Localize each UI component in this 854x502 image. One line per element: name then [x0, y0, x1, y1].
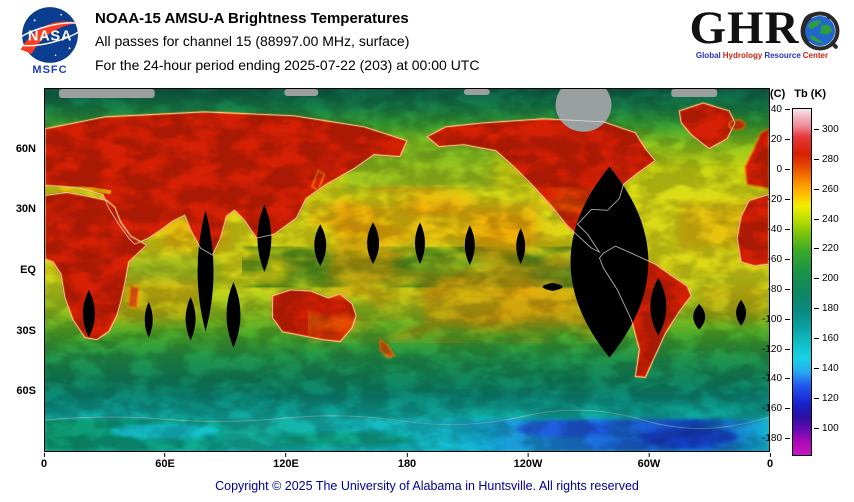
- lon-label: 0: [41, 453, 47, 470]
- colorbar-kelvin-tick: 160: [814, 333, 839, 345]
- brightness-temperature-map: [45, 89, 769, 451]
- satellite-data-gap: [414, 222, 425, 265]
- colorbar-celsius-tick: 0: [744, 164, 790, 176]
- map-frame: [44, 88, 770, 452]
- colorbar-kelvin-tick: 140: [814, 363, 839, 375]
- colorbar-celsius-tick: -180: [744, 433, 790, 445]
- nasa-meatball-icon: NASA: [16, 7, 84, 63]
- colorbar-celsius-tick: -160: [744, 403, 790, 415]
- colorbar-celsius-tick: -140: [744, 373, 790, 385]
- ghrc-globe-icon: [800, 11, 840, 51]
- satellite-data-gap: [516, 228, 526, 265]
- colorbar-celsius-tick: -40: [744, 224, 790, 236]
- colorbar-celsius-tick: -80: [744, 284, 790, 296]
- noise-texture: [45, 89, 769, 451]
- colorbar-kelvin-tick: 200: [814, 273, 839, 285]
- satellite-data-gap: [464, 225, 475, 266]
- ghrc-subtitle-word: Resource: [764, 51, 801, 60]
- colorbar-kelvin-tick: 220: [814, 243, 839, 255]
- satellite-data-gap: [542, 282, 563, 291]
- lat-label: 60N: [15, 142, 36, 155]
- colorbar-gradient: [792, 108, 812, 456]
- colorbar-celsius-tick: 40: [744, 104, 790, 116]
- colorbar-celsius-scale: 40 20 0 -20 -40 -60 -80 -100 -120 -140 -160 -180: [744, 104, 790, 456]
- satellite-data-gap: [314, 224, 327, 267]
- ghrc-subtitle-word: Global: [695, 51, 721, 60]
- nasa-logo: NASA MSFC: [11, 5, 89, 76]
- copyright: Copyright © 2025 The University of Alaba…: [215, 479, 639, 493]
- satellite-data-gap: [367, 222, 380, 265]
- colorbar-kelvin-scale: 300 280 260 240 220 200 180 160 140 120 100: [814, 108, 854, 456]
- lat-label: EQ: [20, 264, 36, 276]
- colorbar-kelvin-tick: 280: [814, 154, 839, 166]
- lon-axis: 0 60E 120E 180 120W 60W 0: [41, 453, 773, 471]
- colorbar-kelvin-tick: 180: [814, 303, 839, 315]
- colorbar-kelvin-tick: 300: [814, 124, 839, 136]
- colorbar-title: (C) Tb (K): [770, 88, 854, 100]
- colorbar-celsius-tick: 20: [744, 134, 790, 146]
- lon-label: 0: [767, 453, 773, 470]
- satellite-data-gap: [197, 210, 214, 332]
- satellite-data-gap: [570, 166, 649, 358]
- colorbar-kelvin-tick: 120: [814, 393, 839, 405]
- period-subtitle: For the 24-hour period ending 2025-07-22…: [95, 57, 480, 73]
- lon-label: 180: [398, 453, 416, 470]
- satellite-data-gap: [650, 277, 667, 336]
- lon-label: 120E: [273, 453, 299, 470]
- ghrc-subtitle: Global Hydrology Resource Center: [676, 51, 848, 60]
- ghrc-subtitle-word: Center: [802, 51, 829, 60]
- lat-axis: 60N 30N EQ 30S 60S: [0, 88, 40, 452]
- page-title: NOAA-15 AMSU-A Brightness Temperatures: [95, 10, 409, 27]
- lat-label: 30S: [16, 324, 36, 337]
- colorbar-celsius-tick: -20: [744, 194, 790, 206]
- lat-label: 60S: [16, 385, 36, 398]
- msfc-label: MSFC: [32, 64, 68, 76]
- data-gaps-layer: [82, 166, 747, 358]
- colorbar-celsius-tick: -60: [744, 254, 790, 266]
- lon-label: 120W: [514, 453, 542, 470]
- colorbar-kelvin-tick: 240: [814, 214, 839, 226]
- colorbar-unit-kelvin: Tb (K): [794, 88, 827, 100]
- colorbar-kelvin-tick: 260: [814, 184, 839, 196]
- colorbar-unit-celsius: (C): [770, 88, 786, 100]
- satellite-data-gap: [185, 296, 196, 341]
- colorbar-celsius-tick: -100: [744, 314, 790, 326]
- satellite-data-gap: [693, 303, 706, 330]
- satellite-data-gap: [144, 301, 153, 338]
- satellite-data-gap: [226, 281, 241, 348]
- satellite-data-gap: [736, 299, 747, 326]
- channel-subtitle: All passes for channel 15 (88997.00 MHz,…: [95, 33, 410, 49]
- ghrc-logo: GHRC Global Hydrology Resource Center: [676, 2, 848, 60]
- lon-label: 60W: [638, 453, 660, 470]
- lat-label: 30N: [15, 203, 36, 216]
- lon-label: 60E: [155, 453, 175, 470]
- colorbar-celsius-tick: -120: [744, 344, 790, 356]
- satellite-data-gap: [82, 289, 95, 338]
- colorbar-kelvin-tick: 100: [814, 423, 839, 435]
- ghrc-subtitle-word: Hydrology: [722, 51, 763, 60]
- missing-data-patches: [58, 89, 718, 132]
- satellite-data-gap: [257, 204, 272, 272]
